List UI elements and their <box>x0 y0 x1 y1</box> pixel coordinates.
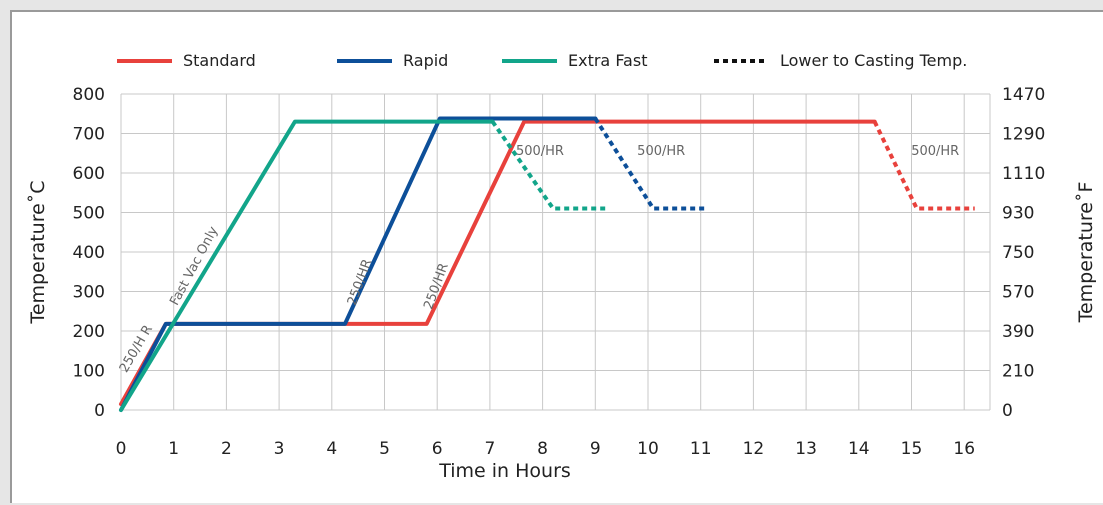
y-tick-label: 500 <box>73 204 105 224</box>
y2-tick-label: 1470 <box>1002 85 1045 105</box>
rate-annotation: Fast Vac Only <box>167 224 221 308</box>
x-tick-label: 11 <box>690 439 712 459</box>
x-tick-label: 16 <box>953 439 975 459</box>
rate-annotation: 500/HR <box>911 144 959 159</box>
rapid-line <box>119 116 598 412</box>
y-tick-label: 0 <box>94 401 105 421</box>
y-tick-label: 600 <box>73 164 105 184</box>
x-tick-label: 1 <box>168 439 179 459</box>
rate-annotation: 500/HR <box>637 144 685 159</box>
y2-tick-label: 750 <box>1002 243 1034 263</box>
y-tick-label: 300 <box>73 283 105 303</box>
x-tick-label: 3 <box>274 439 285 459</box>
y-tick-label: 800 <box>73 85 105 105</box>
y-tick-label: 200 <box>73 322 105 342</box>
legend: Standard Rapid Extra Fast Lower to Casting … <box>117 51 967 70</box>
standard-lowering-line <box>872 120 975 211</box>
x-tick-label: 0 <box>116 439 127 459</box>
chart-frame: Standard Rapid Extra Fast Lower to Casting … <box>10 10 1103 503</box>
y2-tick-label: 570 <box>1002 283 1034 303</box>
legend-label: Rapid <box>403 51 448 70</box>
x-tick-label: 5 <box>379 439 390 459</box>
x-tick-label: 10 <box>637 439 659 459</box>
x-tick-label: 2 <box>221 439 232 459</box>
y2-axis-title: Temperature˚F <box>1075 182 1097 324</box>
rate-annotation: 250/HR <box>421 261 452 311</box>
temperature-chart: Standard Rapid Extra Fast Lower to Casting … <box>27 51 1097 482</box>
extra_fast-lowering-line <box>490 120 609 211</box>
x-tick-label: 15 <box>901 439 923 459</box>
legend-label: Standard <box>183 51 256 70</box>
y-tick-label: 700 <box>73 125 105 145</box>
x-tick-label: 13 <box>795 439 817 459</box>
x-tick-label: 12 <box>743 439 765 459</box>
series <box>119 116 975 412</box>
y2-tick-label: 210 <box>1002 362 1034 382</box>
y2-tick-label: 0 <box>1002 401 1013 421</box>
y2-tick-label: 930 <box>1002 204 1034 224</box>
standard-line <box>119 119 877 407</box>
rapid-lowering-line <box>593 117 706 211</box>
y2-tick-label: 390 <box>1002 322 1034 342</box>
y2-tick-label: 1110 <box>1002 164 1045 184</box>
x-tick-label: 6 <box>432 439 443 459</box>
y-tick-label: 400 <box>73 243 105 263</box>
legend-label: Extra Fast <box>568 51 647 70</box>
y-axis-title: Temperature˚C <box>27 180 49 324</box>
y2-tick-label: 1290 <box>1002 125 1045 145</box>
x-tick-label: 8 <box>537 439 548 459</box>
x-tick-label: 9 <box>590 439 601 459</box>
extra_fast-line <box>119 119 495 412</box>
x-axis-title: Time in Hours <box>438 460 571 482</box>
tick-labels: 0 1 2 3 4 5 6 7 8 9 10 11 12 13 14 15 160100200300400500… <box>73 85 1046 459</box>
grid <box>120 93 991 411</box>
legend-label: Lower to Casting Temp. <box>780 51 967 70</box>
x-tick-label: 4 <box>326 439 337 459</box>
x-tick-label: 7 <box>484 439 495 459</box>
rate-annotation: 500/HR <box>516 144 564 159</box>
rate-annotation: 250/HR <box>345 257 376 307</box>
y-tick-label: 100 <box>73 362 105 382</box>
x-tick-label: 14 <box>848 439 870 459</box>
